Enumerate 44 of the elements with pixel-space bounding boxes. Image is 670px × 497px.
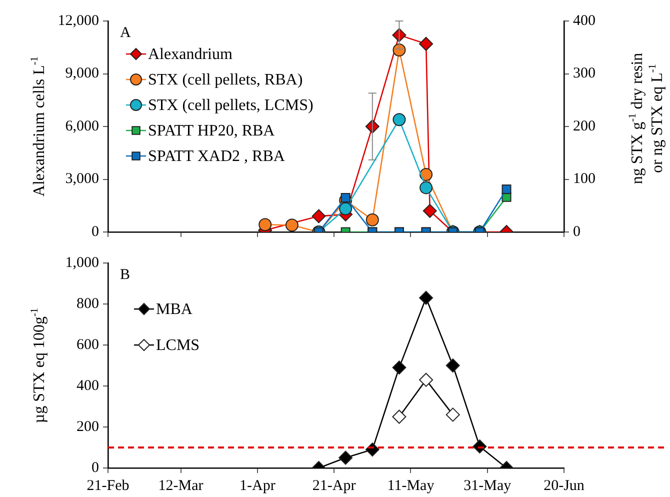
y-tick-label: 800 [76, 296, 99, 312]
y-tick-label: 200 [76, 418, 99, 435]
legend-label: LCMS [156, 337, 200, 354]
y2-tick-label: 0 [573, 224, 580, 240]
point [419, 36, 434, 51]
point [392, 410, 406, 424]
y-tick-label: 0 [92, 460, 99, 476]
legend-label: SPATT XAD2 , RBA [148, 148, 286, 166]
legend-label: STX (cell pellets, RBA) [148, 72, 303, 89]
y-tick-label: 0 [92, 224, 99, 240]
chart-title: B [120, 267, 130, 283]
y2-tick-label: 400 [573, 12, 596, 29]
y2-tick-label: 200 [573, 118, 596, 134]
point [338, 450, 353, 465]
x-tick-label: 31-May [464, 478, 512, 494]
y2-tick-label: 300 [573, 66, 596, 82]
point [446, 358, 460, 372]
y-tick-label: 1,000 [65, 254, 99, 271]
legend-label: SPATT HP20, RBA [148, 122, 276, 140]
point [422, 204, 437, 218]
legend-label: MBA [156, 301, 193, 318]
chart-title: A [120, 25, 131, 41]
x-tick-label: 20-Jun [544, 478, 585, 494]
legend-label: Alexandrium [148, 46, 233, 64]
point [419, 290, 434, 305]
legend-label: STX (cell pellets, LCMS) [148, 97, 314, 114]
x-tick-label: 1-Apr [240, 478, 276, 494]
x-tick-label: 12-Mar [158, 478, 204, 494]
x-tick-label: 21-Feb [86, 478, 130, 494]
point [446, 408, 460, 422]
point [419, 372, 434, 387]
x-tick-label: 11-May [387, 478, 435, 494]
y-axis-title: Alexandrium cells L-1 [30, 56, 48, 197]
y-axis-title: µg STX eq 100g-1 [30, 308, 48, 424]
y2-tick-label: 100 [573, 171, 596, 188]
x-tick-label: 21-Apr [312, 478, 356, 494]
y-tick-label: 600 [76, 336, 99, 353]
y-tick-label: 6,000 [65, 118, 99, 134]
y-tick-label: 12,000 [58, 12, 99, 29]
point [312, 209, 326, 224]
y-tick-label: 3,000 [65, 171, 99, 188]
point [392, 360, 406, 375]
y-tick-label: 9,000 [65, 66, 99, 82]
y-tick-label: 400 [76, 378, 99, 394]
